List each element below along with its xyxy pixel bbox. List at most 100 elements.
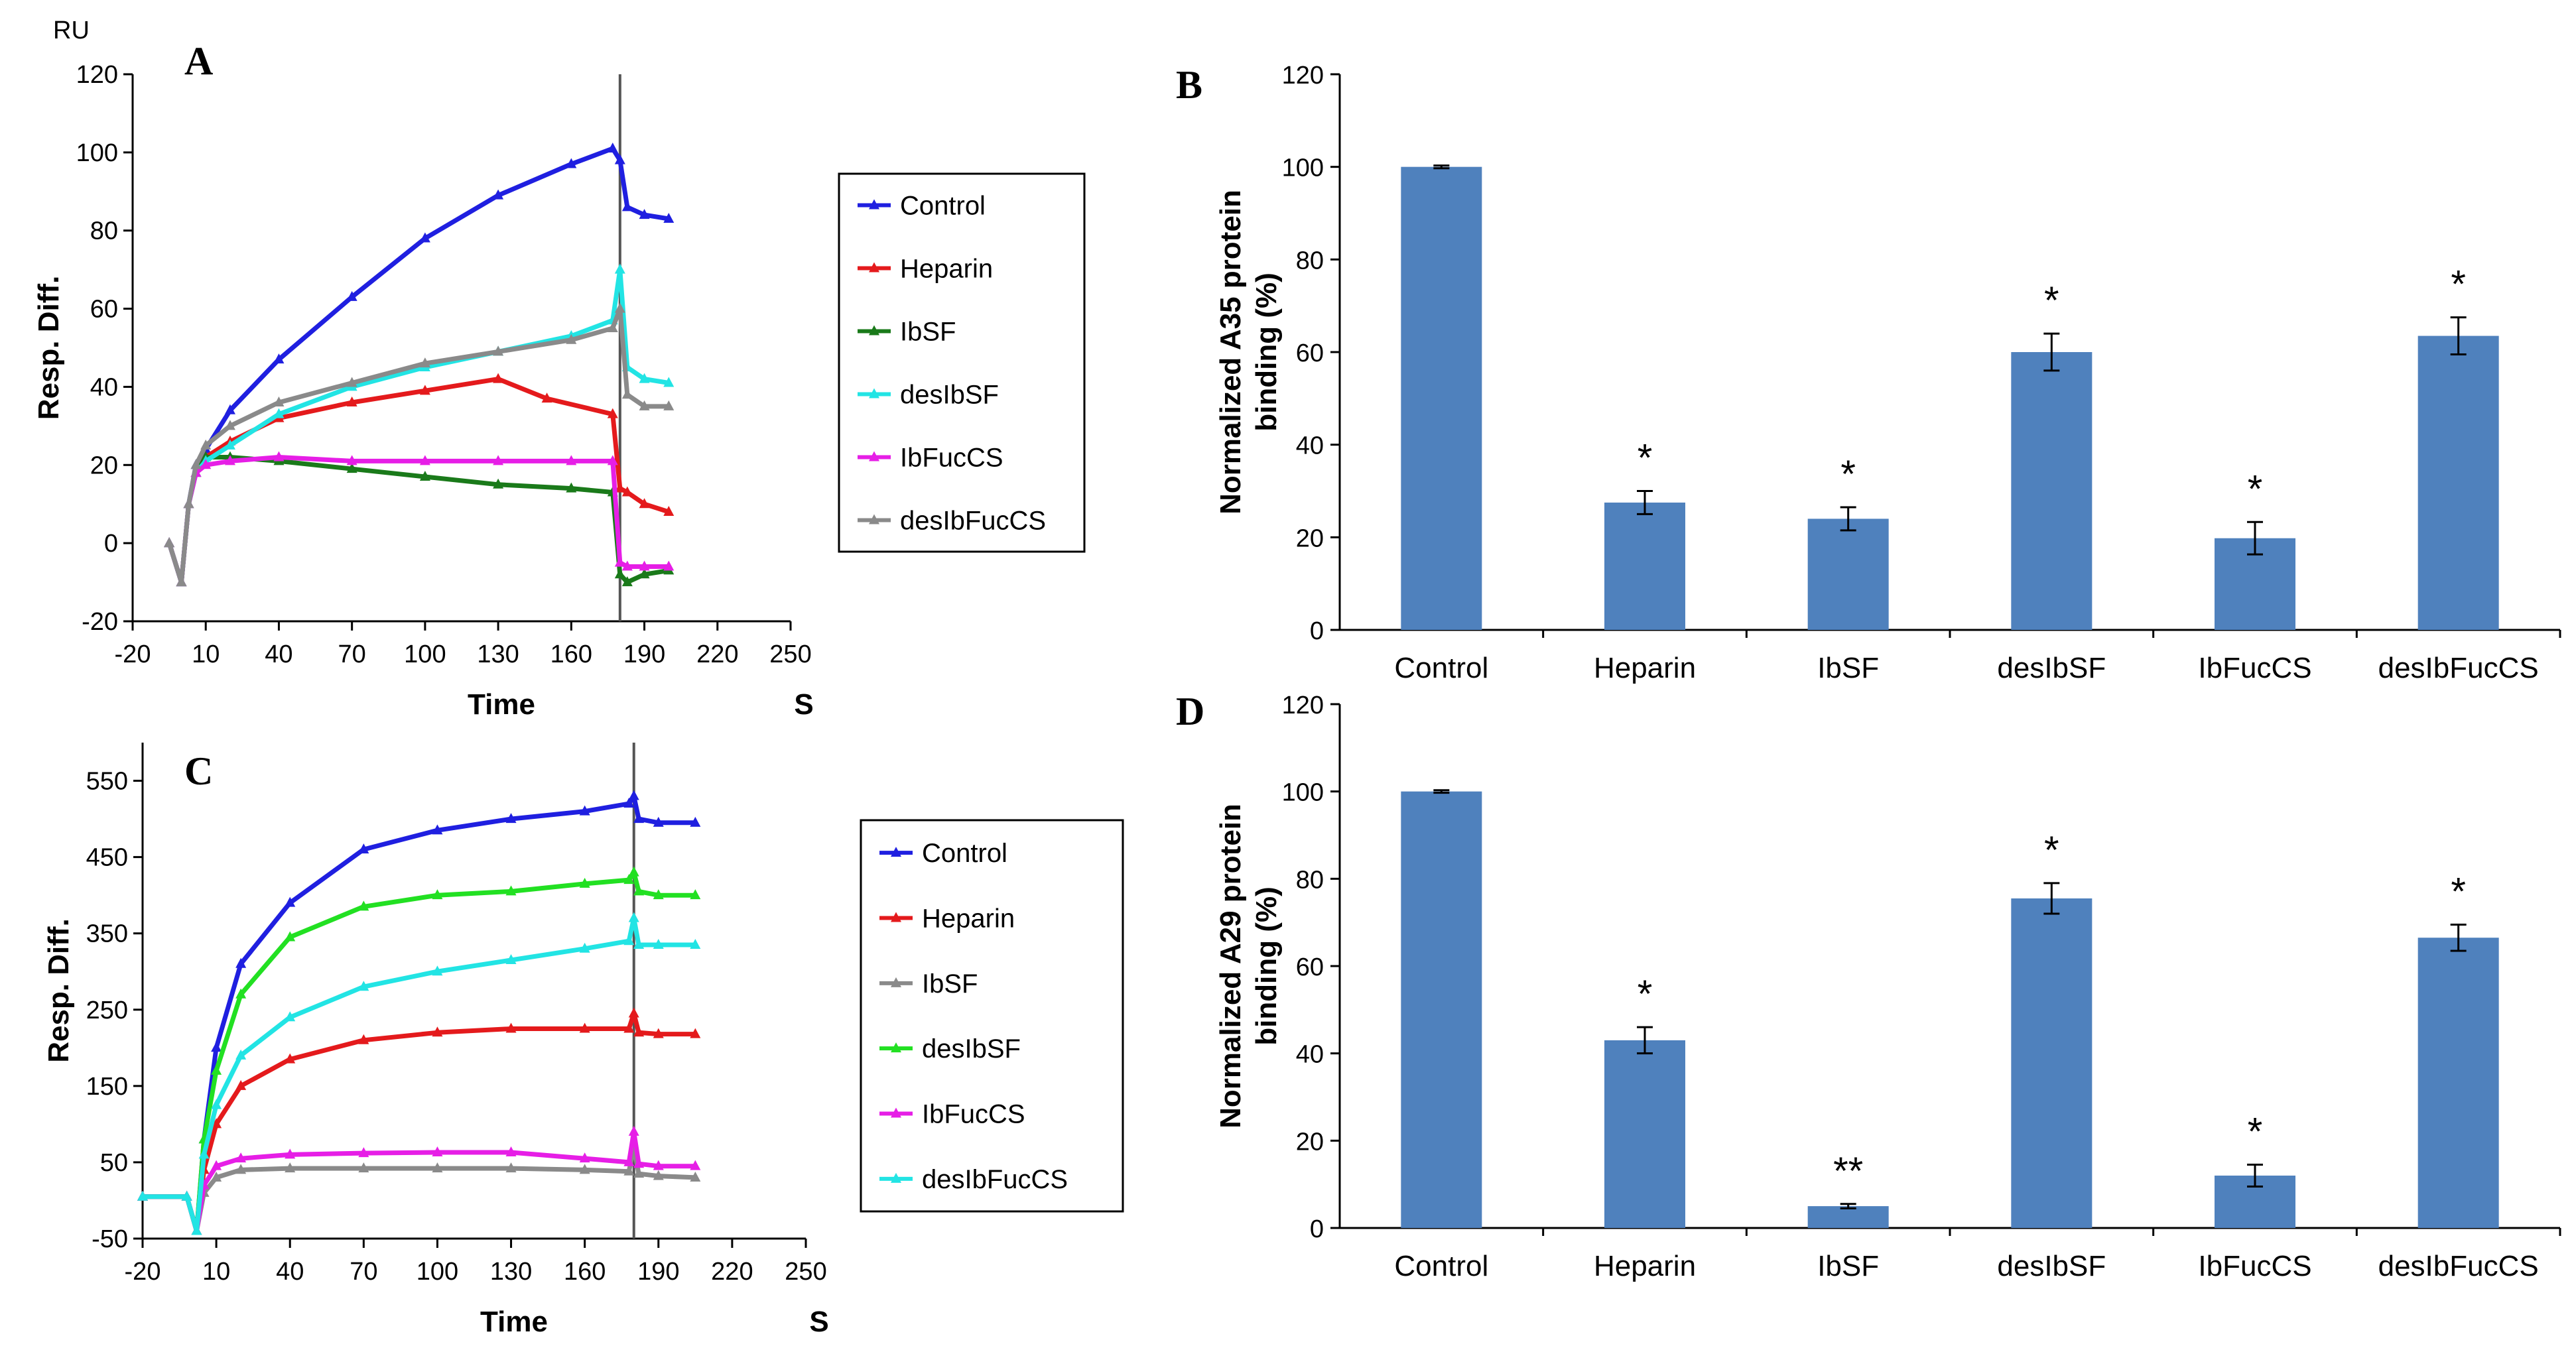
- x-tick-label: 190: [637, 1258, 679, 1286]
- y-tick-label: 60: [1296, 953, 1324, 981]
- y-tick-label: 80: [1296, 866, 1324, 894]
- x-axis-unit: S: [809, 1306, 828, 1338]
- y-tick-label: 0: [1310, 1215, 1324, 1243]
- data-point: [358, 1147, 369, 1158]
- data-point: [505, 1022, 517, 1033]
- data-point: [607, 142, 618, 153]
- data-point: [639, 560, 650, 571]
- data-point: [639, 209, 650, 219]
- data-point: [432, 824, 443, 835]
- x-axis-unit: S: [794, 688, 813, 721]
- data-point: [653, 1160, 664, 1170]
- y-tick-label: 0: [104, 530, 118, 558]
- significance-marker: *: [2451, 263, 2466, 306]
- data-point: [633, 885, 645, 896]
- legend-label: desIbFucCS: [900, 507, 1046, 536]
- panel-a: -20 0 20 40 60 80 100 120 -20 10 40 70 100 130 160 190 2…: [32, 17, 1086, 721]
- data-point: [358, 1034, 369, 1044]
- data-point: [614, 482, 625, 493]
- data-point: [183, 498, 194, 509]
- data-point: [273, 397, 285, 406]
- data-point: [176, 576, 187, 587]
- data-point: [639, 400, 650, 410]
- legend-marker: [891, 912, 901, 922]
- legend-marker: [891, 977, 901, 987]
- significance-marker: *: [2451, 870, 2466, 913]
- data-point: [198, 1148, 210, 1159]
- x-tick-label: IbSF: [1817, 652, 1879, 684]
- data-point: [493, 189, 504, 200]
- data-point: [285, 1148, 296, 1159]
- data-point: [419, 470, 430, 481]
- data-point: [607, 455, 618, 465]
- legend: Control Heparin IbSF desIbSF IbFucCS desIbFuc…: [860, 819, 1124, 1213]
- data-point: [628, 912, 639, 922]
- y-tick-label: 20: [90, 452, 118, 479]
- data-point: [579, 877, 590, 888]
- data-point: [493, 478, 504, 489]
- data-point: [663, 400, 675, 410]
- significance-marker: *: [1638, 973, 1653, 1016]
- legend-marker: [891, 847, 901, 857]
- data-point: [614, 568, 625, 579]
- y-tick-label: 80: [1296, 247, 1324, 275]
- data-point: [235, 1049, 247, 1060]
- y-tick-label: 450: [86, 844, 128, 872]
- data-point: [614, 556, 625, 567]
- data-point: [419, 232, 430, 243]
- y-axis-title-line: Normalized A29 protein: [1214, 804, 1247, 1129]
- data-point: [285, 931, 296, 942]
- series-line-desibfuccs: [166, 306, 669, 585]
- data-point: [164, 537, 175, 548]
- x-tick-label: 220: [711, 1258, 753, 1286]
- x-tick-label: 100: [404, 641, 446, 668]
- x-tick-label: 40: [276, 1258, 304, 1286]
- data-point: [653, 889, 664, 900]
- legend-label: desIbSF: [900, 381, 999, 410]
- legend-marker: [869, 388, 879, 398]
- y-axis-title-line: binding (%): [1250, 887, 1283, 1046]
- legend-marker: [869, 325, 879, 336]
- y-tick-label: 120: [1282, 62, 1324, 90]
- data-point: [273, 451, 285, 461]
- data-point: [224, 420, 235, 430]
- x-tick-label: 130: [490, 1258, 532, 1286]
- data-point: [358, 843, 369, 854]
- y-tick-label: 40: [1296, 1041, 1324, 1069]
- bar-heparin: [1604, 502, 1685, 630]
- data-point: [623, 1156, 635, 1166]
- data-point: [137, 1190, 148, 1201]
- y-axis-title: Normalized A35 protein binding (%): [1214, 190, 1283, 515]
- data-point: [432, 889, 443, 900]
- legend-label: desIbSF: [922, 1034, 1021, 1064]
- data-point: [663, 506, 675, 516]
- significance-marker: *: [2044, 829, 2059, 872]
- data-point: [690, 1028, 701, 1038]
- bar-desibfuccs: [2417, 336, 2499, 630]
- legend-label: IbSF: [922, 969, 978, 999]
- x-tick-label: -20: [115, 641, 151, 668]
- series-line-desibsf: [143, 870, 696, 1233]
- data-point: [579, 1164, 590, 1174]
- y-tick-label: 120: [76, 61, 118, 89]
- y-tick-label: 550: [86, 768, 128, 796]
- data-point: [505, 953, 517, 964]
- data-point: [419, 455, 430, 465]
- data-point: [579, 1022, 590, 1033]
- data-point: [285, 1053, 296, 1064]
- data-point: [579, 805, 590, 816]
- x-tick-label: Control: [1394, 1250, 1488, 1282]
- data-point: [628, 866, 639, 877]
- data-point: [211, 1118, 222, 1129]
- data-point: [346, 397, 357, 406]
- x-tick-label: 70: [338, 641, 366, 668]
- y-tick-label: 60: [1296, 339, 1324, 367]
- data-point: [273, 353, 285, 364]
- x-tick-label: 130: [477, 641, 519, 668]
- data-point: [358, 900, 369, 911]
- bar-control: [1401, 791, 1482, 1228]
- data-point: [200, 459, 212, 469]
- panel-d: 0 20 40 60 80 100 120 Normalized A29 protein bin…: [1176, 690, 2561, 1282]
- bar-control: [1401, 166, 1482, 630]
- x-tick-label: Heparin: [1594, 652, 1696, 684]
